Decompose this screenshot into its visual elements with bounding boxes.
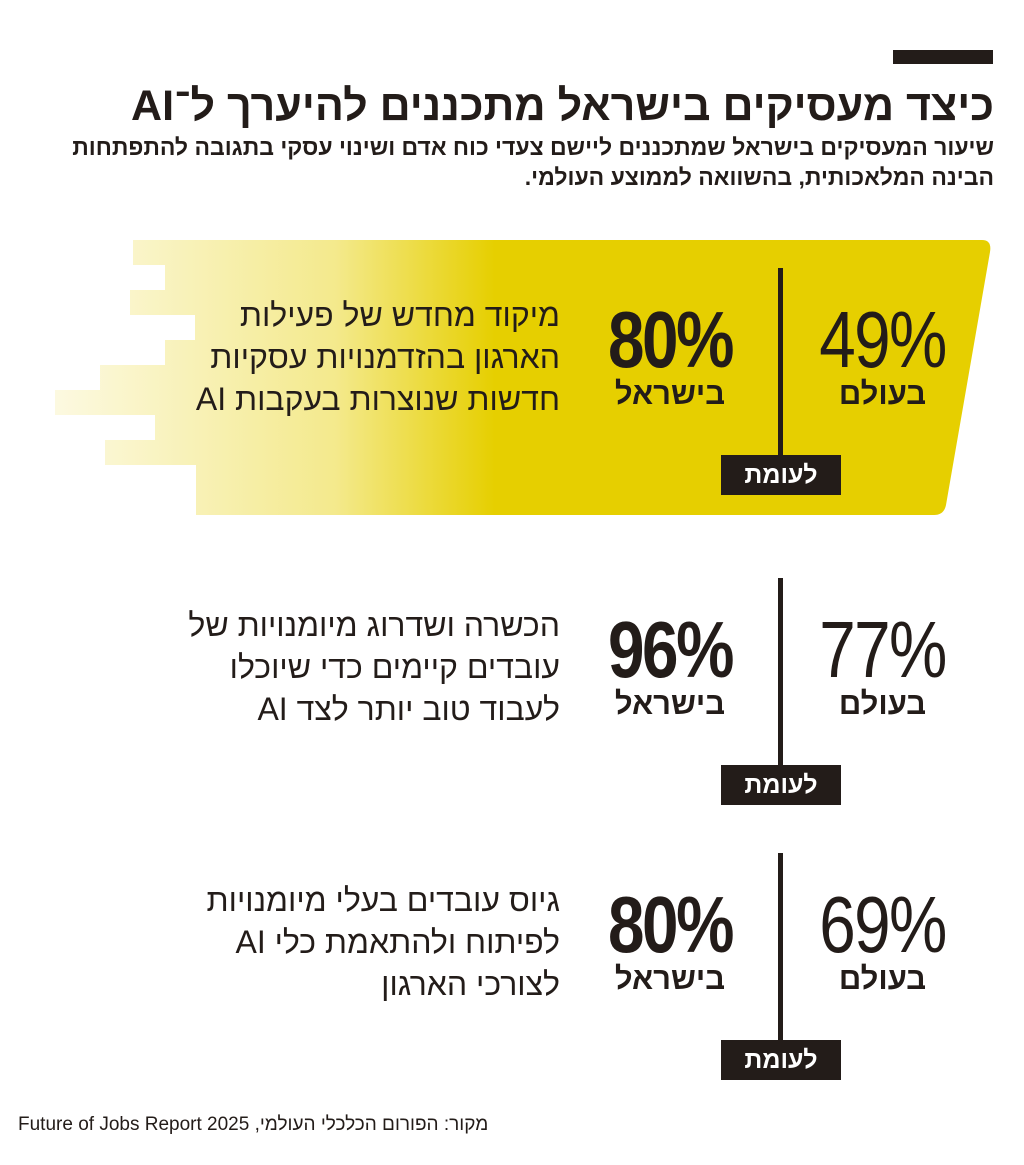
israel-percentage: 96%: [608, 605, 734, 694]
comparison-row: הכשרה ושדרוג מיומנויות של עובדים קיימים כ…: [0, 578, 1024, 890]
description-line: הארגון בהזדמנויות עסקיות: [210, 339, 560, 375]
israel-percentage: 80%: [608, 880, 734, 969]
top-accent-bar: [893, 50, 993, 64]
chart-title: כיצד מעסיקים בישראל מתכננים להיערך ל־AI: [131, 82, 994, 130]
row-description: הכשרה ושדרוג מיומנויות של עובדים קיימים כ…: [60, 604, 560, 730]
divider-line: [778, 853, 783, 1043]
chart-subtitle: שיעור המעסיקים בישראל שמתכננים ליישם צעד…: [72, 134, 994, 190]
world-percentage: 69%: [819, 880, 947, 969]
world-percentage: 49%: [819, 295, 947, 384]
israel-label: בישראל: [614, 961, 726, 996]
world-percentage: 77%: [819, 605, 947, 694]
israel-label: בישראל: [614, 686, 726, 721]
highlight-shape: [55, 240, 991, 515]
description-line: מיקוד מחדש של פעילות: [239, 297, 560, 333]
row-description: מיקוד מחדש של פעילות הארגון בהזדמנויות עס…: [60, 294, 560, 420]
versus-badge: לעומת: [721, 765, 841, 805]
divider-line: [778, 268, 783, 458]
divider-line: [778, 578, 783, 768]
description-line: גיוס עובדים בעלי מיומנויות: [206, 882, 560, 918]
source-note: מקור: הפורום הכלכלי העולמי, Future of Jo…: [18, 1114, 489, 1135]
versus-badge: לעומת: [721, 455, 841, 495]
description-line: הכשרה ושדרוג מיומנויות של: [188, 607, 560, 643]
description-line: עובדים קיימים כדי שיוכלו: [229, 649, 560, 685]
description-line: לעבוד טוב יותר לצד AI: [257, 691, 560, 727]
comparison-row: מיקוד מחדש של פעילות הארגון בהזדמנויות עס…: [0, 268, 1024, 580]
versus-badge: לעומת: [721, 1040, 841, 1080]
israel-label: בישראל: [614, 376, 726, 411]
comparison-row: גיוס עובדים בעלי מיומנויות לפיתוח ולהתאמת…: [0, 853, 1024, 1165]
row-description: גיוס עובדים בעלי מיומנויות לפיתוח ולהתאמת…: [60, 879, 560, 1005]
description-line: חדשות שנוצרות בעקבות AI: [195, 381, 560, 417]
world-label: בעולם: [838, 961, 927, 996]
world-label: בעולם: [838, 686, 927, 721]
description-line: לפיתוח ולהתאמת כלי AI: [235, 924, 560, 960]
israel-percentage: 80%: [608, 295, 734, 384]
description-line: לצורכי הארגון: [381, 966, 560, 1002]
world-label: בעולם: [838, 376, 927, 411]
